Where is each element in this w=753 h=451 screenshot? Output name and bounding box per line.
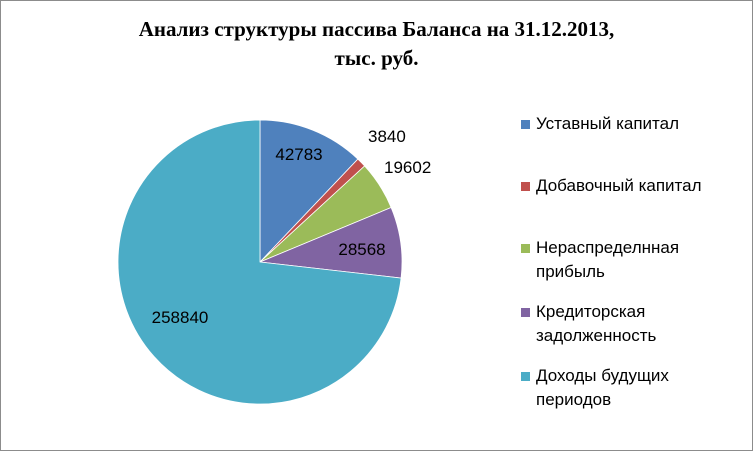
data-label-4: 28568 — [338, 240, 385, 259]
data-label-3: 19602 — [384, 158, 431, 177]
legend-item-5: Доходы будущих периодов — [521, 364, 736, 412]
legend-swatch-4 — [521, 308, 530, 317]
chart-title: Анализ структуры пассива Баланса на 31.1… — [1, 15, 752, 73]
legend-item-3: Нераспределнная прибыль — [521, 236, 736, 284]
legend-label-2: Добавочный капитал — [536, 176, 702, 195]
data-label-1: 42783 — [275, 145, 322, 164]
data-label-5: 258840 — [152, 308, 209, 327]
chart-title-line-1: Анализ структуры пассива Баланса на 31.1… — [138, 17, 615, 41]
legend-label-3: Нераспределнная прибыль — [536, 238, 680, 281]
chart-title-line-2: тыс. руб. — [334, 46, 419, 70]
legend-item-4: Кредиторская задолженность — [521, 300, 736, 348]
legend-label-5: Доходы будущих периодов — [536, 366, 669, 409]
legend-label-4: Кредиторская задолженность — [536, 302, 657, 345]
legend-label-1: Уставный капитал — [536, 114, 680, 133]
legend-item-2: Добавочный капитал — [521, 174, 736, 198]
pie-slice-1 — [259, 119, 359, 264]
legend-swatch-3 — [521, 244, 530, 253]
legend-item-1: Уставный капитал — [521, 112, 736, 136]
data-label-2: 3840 — [368, 127, 406, 146]
legend-swatch-1 — [521, 120, 530, 129]
pie-slice-5 — [117, 119, 402, 405]
legend-swatch-2 — [521, 182, 530, 191]
legend-swatch-5 — [521, 372, 530, 381]
